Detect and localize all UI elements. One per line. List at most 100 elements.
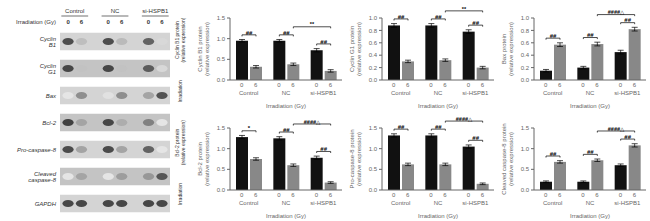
svg-text:si-HSPB1: si-HSPB1 — [310, 90, 337, 96]
svg-text:##: ## — [624, 17, 631, 23]
svg-text:6: 6 — [481, 192, 485, 198]
svg-text:si-HSPB1: si-HSPB1 — [142, 8, 169, 14]
svg-text:(relative expression): (relative expression) — [356, 132, 362, 186]
svg-text:6: 6 — [558, 192, 562, 198]
svg-text:1.0: 1.0 — [521, 15, 530, 21]
svg-text:NC: NC — [111, 8, 120, 14]
svg-text:6: 6 — [329, 192, 333, 198]
svg-text:0.4: 0.4 — [521, 52, 530, 58]
svg-text:Bcl-2 protein: Bcl-2 protein — [174, 128, 180, 156]
svg-text:Cyclin B1 protein: Cyclin B1 protein — [197, 26, 203, 71]
svg-text:6: 6 — [633, 192, 637, 198]
svg-text:0: 0 — [544, 192, 548, 198]
svg-text:Irradiation (Gy): Irradiation (Gy) — [418, 213, 458, 219]
svg-text:0: 0 — [544, 82, 548, 88]
svg-text:##: ## — [435, 14, 442, 20]
svg-text:6: 6 — [595, 192, 599, 198]
svg-text:##: ## — [398, 124, 405, 130]
svg-text:0: 0 — [467, 192, 471, 198]
svg-text:1.5: 1.5 — [217, 15, 226, 21]
svg-text:##: ## — [246, 30, 253, 36]
svg-text:####△: ####△ — [608, 126, 625, 132]
svg-text:GAPDH: GAPDH — [35, 201, 57, 207]
svg-text:##: ## — [398, 14, 405, 20]
svg-text:Bax protein: Bax protein — [501, 34, 507, 64]
svg-text:##: ## — [624, 134, 631, 140]
svg-text:Control: Control — [543, 90, 562, 96]
svg-text:0.0: 0.0 — [369, 77, 378, 83]
svg-text:Irradiation (Gy): Irradiation (Gy) — [570, 213, 610, 219]
svg-text:##: ## — [435, 124, 442, 130]
svg-text:6: 6 — [254, 82, 258, 88]
svg-text:0.4: 0.4 — [369, 52, 378, 58]
svg-text:NC: NC — [586, 200, 595, 206]
svg-text:Control: Control — [543, 200, 562, 206]
svg-text:0.0: 0.0 — [521, 187, 530, 193]
svg-text:**: ** — [310, 21, 315, 27]
svg-text:Cleavedcaspase-8: Cleavedcaspase-8 — [28, 171, 56, 183]
svg-text:6: 6 — [633, 82, 637, 88]
svg-text:6: 6 — [254, 192, 258, 198]
svg-text:si-HSPB1: si-HSPB1 — [310, 200, 337, 206]
svg-text:Cyclin G1 protein: Cyclin G1 protein — [349, 26, 355, 72]
svg-text:##: ## — [587, 32, 594, 38]
svg-text:si-HSPB1: si-HSPB1 — [614, 200, 641, 206]
svg-text:0.6: 0.6 — [521, 40, 530, 46]
svg-text:0.0: 0.0 — [521, 77, 530, 83]
svg-text:6: 6 — [120, 19, 124, 25]
svg-text:0: 0 — [315, 82, 319, 88]
svg-text:0: 0 — [277, 82, 281, 88]
svg-text:0.5: 0.5 — [217, 56, 226, 62]
svg-text:Pro-caspase-8 protein: Pro-caspase-8 protein — [349, 129, 355, 188]
svg-text:##: ## — [283, 30, 290, 36]
svg-text:##: ## — [283, 127, 290, 133]
svg-text:1.0: 1.0 — [217, 146, 226, 152]
svg-text:0: 0 — [429, 82, 433, 88]
svg-text:si-HSPB1: si-HSPB1 — [462, 90, 489, 96]
svg-text:0.2: 0.2 — [521, 65, 530, 71]
svg-text:##: ## — [587, 149, 594, 155]
svg-text:0.6: 0.6 — [369, 40, 378, 46]
svg-text:0.0: 0.0 — [217, 187, 226, 193]
svg-text:0.2: 0.2 — [369, 65, 378, 71]
svg-text:0: 0 — [619, 82, 623, 88]
svg-text:Control: Control — [391, 200, 410, 206]
svg-text:##: ## — [472, 20, 479, 26]
svg-text:1.5: 1.5 — [521, 125, 530, 131]
svg-text:0: 0 — [66, 19, 70, 25]
svg-text:0: 0 — [277, 192, 281, 198]
svg-text:6: 6 — [595, 82, 599, 88]
svg-text:(relative expression): (relative expression) — [204, 22, 210, 76]
svg-text:1.0: 1.0 — [521, 146, 530, 152]
svg-text:0: 0 — [581, 82, 585, 88]
svg-text:0: 0 — [147, 19, 151, 25]
svg-text:Control: Control — [391, 90, 410, 96]
svg-text:6: 6 — [291, 82, 295, 88]
svg-text:Irradiation (Gy): Irradiation (Gy) — [16, 19, 56, 25]
svg-text:0.8: 0.8 — [521, 28, 530, 34]
svg-text:CyclinB1: CyclinB1 — [40, 36, 57, 48]
svg-text:NC: NC — [434, 200, 443, 206]
svg-text:Control: Control — [239, 90, 258, 96]
svg-text:6: 6 — [443, 192, 447, 198]
svg-text:0: 0 — [240, 192, 244, 198]
svg-text:Irradiation (Gy): Irradiation (Gy) — [266, 103, 306, 109]
svg-text:1.5: 1.5 — [217, 125, 226, 131]
svg-text:si-HSPB1: si-HSPB1 — [614, 90, 641, 96]
svg-text:*: * — [248, 125, 251, 131]
svg-text:1.0: 1.0 — [369, 15, 378, 21]
svg-text:##: ## — [320, 146, 327, 152]
svg-text:1.0: 1.0 — [217, 36, 226, 42]
svg-text:(relative expression): (relative expression) — [356, 22, 362, 76]
svg-text:0.5: 0.5 — [521, 166, 530, 172]
svg-text:Irradiation (Gy): Irradiation (Gy) — [266, 213, 306, 219]
svg-text:(relative expression): (relative expression) — [204, 132, 210, 186]
svg-text:##: ## — [550, 151, 557, 157]
svg-text:0: 0 — [392, 192, 396, 198]
svg-text:0: 0 — [619, 192, 623, 198]
svg-text:0.0: 0.0 — [369, 187, 378, 193]
svg-text:Bax: Bax — [46, 93, 57, 99]
svg-text:(relative expression): (relative expression) — [508, 22, 514, 76]
svg-text:6: 6 — [329, 82, 333, 88]
svg-text:6: 6 — [80, 19, 84, 25]
